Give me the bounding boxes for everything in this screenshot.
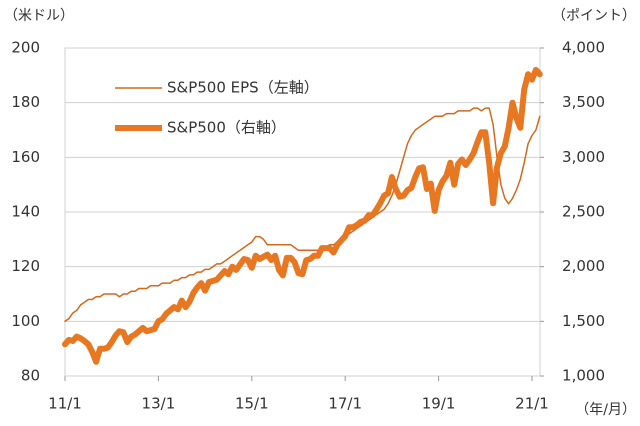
- y-tick-label: 120: [11, 257, 40, 275]
- y2-tick-label: 2,500: [562, 203, 605, 221]
- series-line: [62, 66, 543, 365]
- x-tick-label: 19/1: [422, 395, 456, 413]
- legend-label: S&P500（右軸）: [167, 119, 286, 137]
- legend-label: S&P500 EPS（左軸）: [167, 79, 319, 97]
- x-tick-label: 11/1: [48, 395, 82, 413]
- x-tick-label: 13/1: [142, 395, 176, 413]
- y-tick-label: 200: [11, 39, 40, 57]
- y2-tick-label: 3,000: [562, 148, 605, 166]
- y2-tick-label: 4,000: [562, 39, 605, 57]
- y-tick-label: 160: [11, 148, 40, 166]
- y2-tick-label: 1,000: [562, 367, 605, 385]
- x-tick-label: 21/1: [515, 395, 549, 413]
- series-line: [64, 107, 541, 323]
- y2-tick-label: 2,000: [562, 257, 605, 275]
- y2-tick-label: 1,500: [562, 312, 605, 330]
- x-tick-label: 17/1: [328, 395, 362, 413]
- x-axis-unit: （年/月）: [575, 402, 636, 418]
- y-tick-label: 140: [11, 203, 40, 221]
- y2-tick-label: 3,500: [562, 93, 605, 111]
- y-axis-unit: （米ドル）: [4, 8, 74, 24]
- y-tick-label: 100: [11, 312, 40, 330]
- x-tick-label: 15/1: [235, 395, 269, 413]
- y2-axis-unit: （ポイント）: [552, 8, 636, 24]
- y-tick-label: 180: [11, 93, 40, 111]
- y-tick-label: 80: [21, 367, 40, 385]
